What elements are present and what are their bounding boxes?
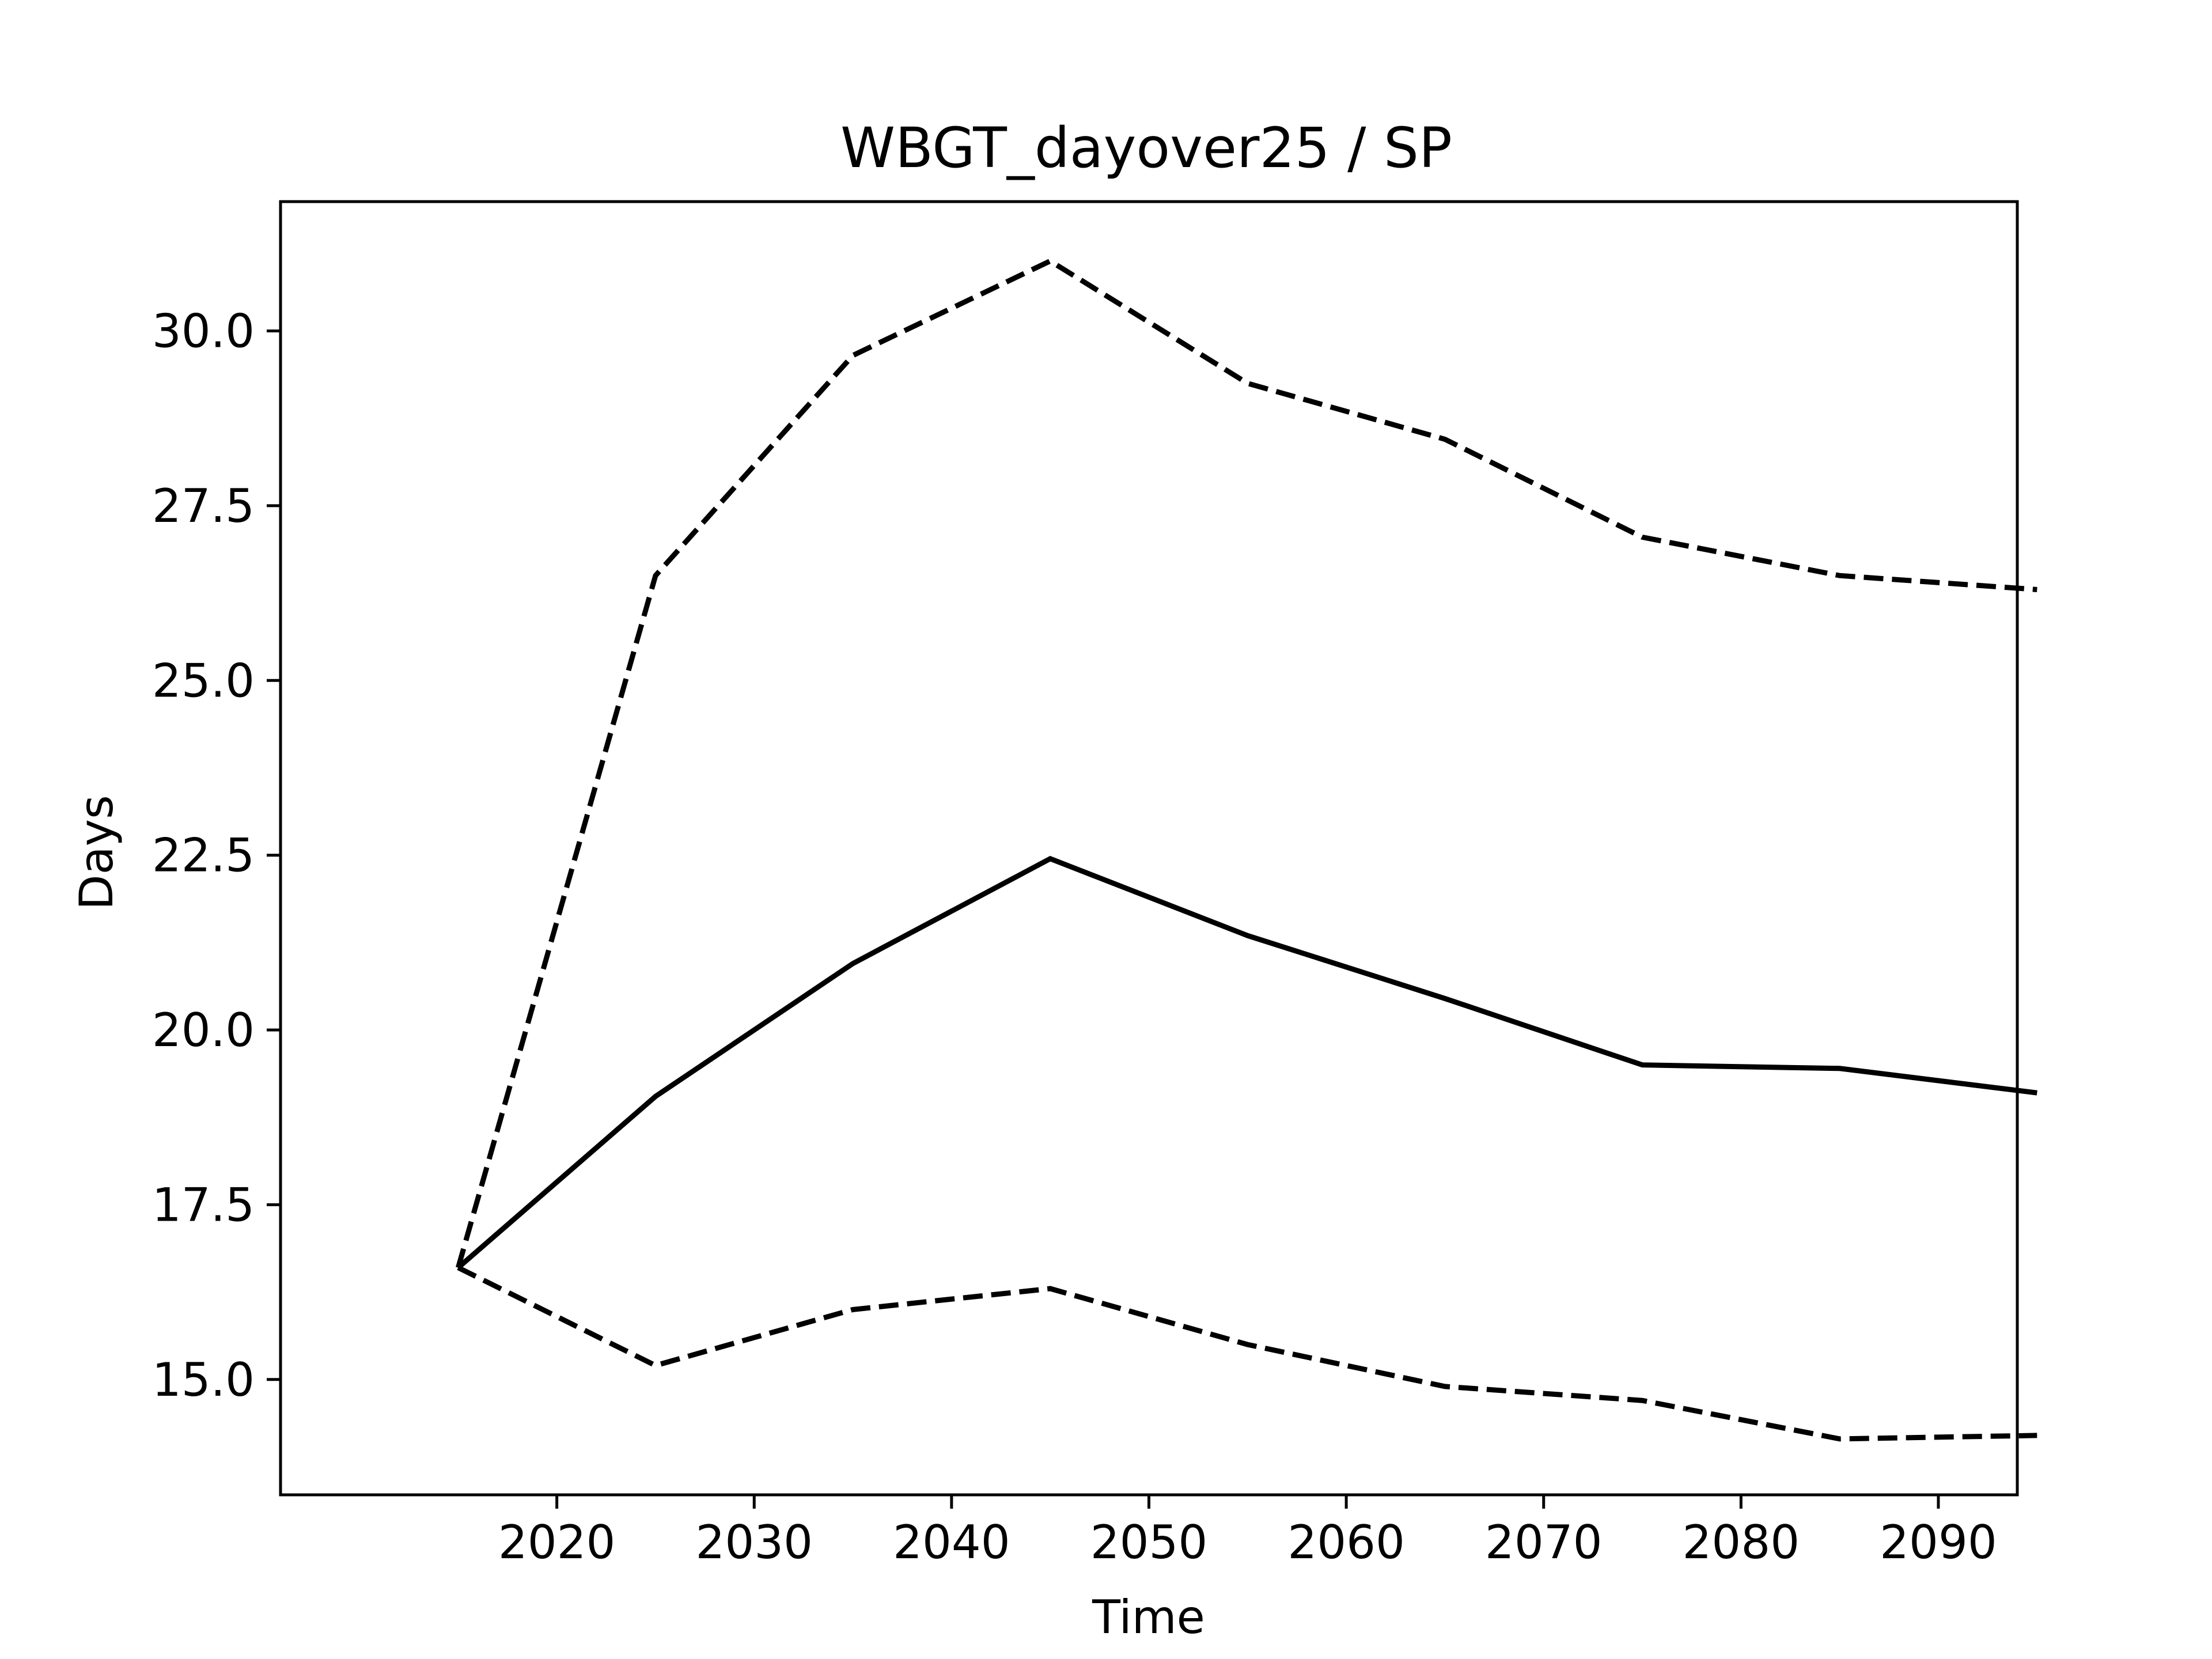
series-line-2 — [456, 855, 2037, 1270]
plot-area — [456, 257, 2037, 1442]
x-tick-label: 2020 — [498, 1516, 616, 1569]
y-tick-label: 25.0 — [152, 654, 255, 707]
y-axis-label: Days — [70, 795, 123, 910]
y-tick-label: 30.0 — [152, 305, 255, 358]
series-line-1 — [456, 257, 2037, 1268]
y-axis: 15.0 17.5 20.0 22.5 25.0 27.5 30.0 — [152, 305, 281, 1407]
x-tick-label: 2080 — [1683, 1516, 1800, 1569]
x-axis: 2020 2030 2040 2050 2060 2070 2080 2090 — [498, 1495, 1997, 1569]
x-tick-label: 2060 — [1287, 1516, 1405, 1569]
x-tick-label: 2050 — [1090, 1516, 1208, 1569]
x-tick-label: 2070 — [1485, 1516, 1603, 1569]
y-tick-label: 22.5 — [152, 829, 255, 882]
plot-frame — [279, 200, 2019, 1497]
series-line-3 — [457, 1265, 2037, 1442]
x-tick-label: 2090 — [1880, 1516, 1997, 1569]
x-tick-label: 2040 — [893, 1516, 1010, 1569]
chart-title: WBGT_dayover25 / SP — [840, 116, 1452, 180]
y-tick-label: 15.0 — [152, 1353, 255, 1407]
y-tick-label: 20.0 — [152, 1003, 255, 1057]
y-tick-label: 17.5 — [152, 1178, 255, 1232]
x-tick-label: 2030 — [695, 1516, 813, 1569]
y-tick-label: 27.5 — [152, 479, 255, 533]
x-axis-label: Time — [1092, 1590, 1205, 1644]
